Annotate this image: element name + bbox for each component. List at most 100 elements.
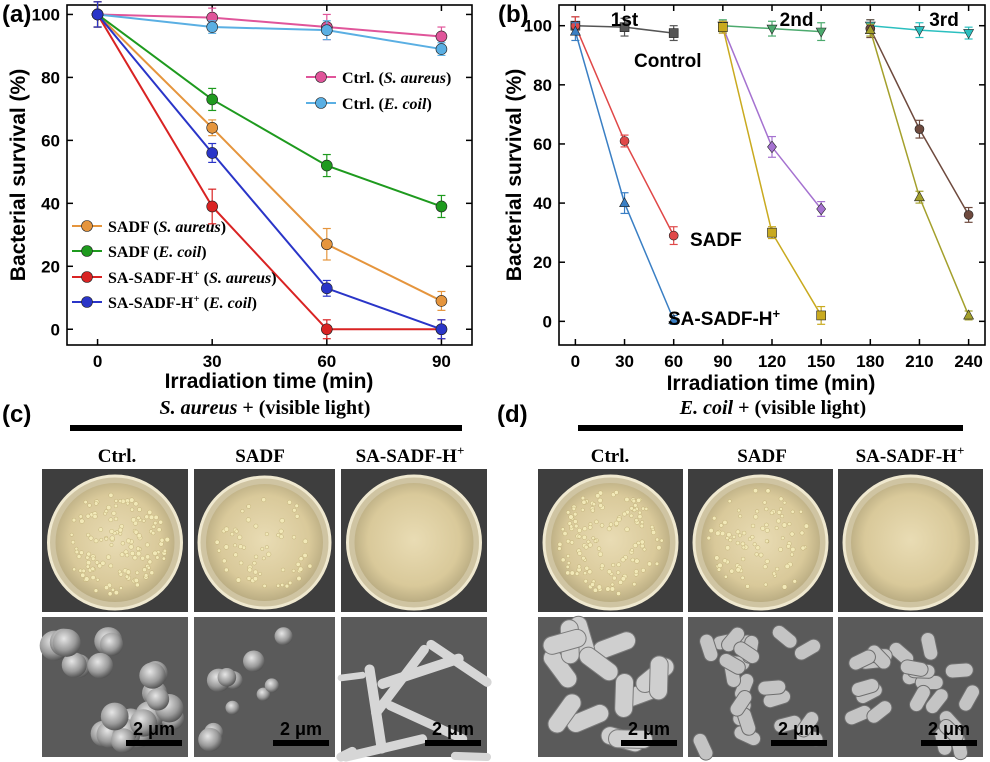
data-point	[206, 93, 218, 106]
bacterial-colony	[634, 518, 639, 523]
axis-a-y-ticks: 0 20 40 60 80 100	[32, 5, 472, 339]
bacterial-colony	[764, 506, 769, 512]
x-tick-label: 210	[905, 352, 933, 371]
bacterial-colony	[142, 567, 147, 573]
bacterial-colony	[776, 510, 782, 515]
bacterial-colony	[252, 561, 257, 566]
data-point	[767, 227, 777, 238]
bacterial-colony	[573, 512, 578, 517]
series-1	[570, 16, 679, 246]
bacterial-colony	[76, 554, 82, 559]
data-point	[206, 200, 218, 213]
bacterial-colony	[659, 538, 664, 543]
photo-panel-d: (d) E. coil + (visible light) Ctrl. SADF S…	[497, 397, 983, 761]
bacterial-colony	[587, 542, 593, 548]
bacterial-colony	[145, 554, 151, 560]
bacterial-colony	[597, 551, 603, 557]
legend-swatch-marker	[81, 245, 93, 257]
legend-label-organism: S. aureus	[159, 219, 221, 236]
bacterial-colony	[740, 575, 745, 580]
bacterial-colony	[84, 576, 90, 582]
bacterial-colony	[79, 550, 84, 555]
column-label-d-sadf: SADF	[737, 446, 787, 467]
sem-cell-debris	[217, 668, 237, 687]
bacterial-colony	[149, 570, 155, 575]
data-point	[619, 136, 630, 146]
legend-label-name: SA-SADF-H	[108, 295, 194, 312]
bacterial-colony	[159, 537, 165, 543]
column-label-c-ctrl: Ctrl.	[98, 446, 137, 467]
annotations-b: Control SADF SA-SADF-H+	[634, 51, 781, 330]
sem-fiber	[341, 734, 428, 762]
sem-cell-debris	[243, 650, 265, 672]
bacterial-colony	[764, 528, 770, 533]
bacterial-colony	[560, 527, 565, 532]
series-2	[569, 22, 680, 325]
bacterial-colony	[650, 525, 655, 530]
bacterial-colony	[307, 563, 313, 569]
legend-label: SA-SADF-H+ (S. aureus)	[108, 268, 277, 287]
bacterial-colony	[158, 541, 164, 547]
y-tick-label: 100	[32, 5, 60, 24]
bacterial-colony	[81, 568, 86, 573]
axis-b-y-ticks: 0 20 40 60 80 100	[524, 17, 985, 331]
cycle-labels-b: 1st 2nd 3rd	[611, 10, 959, 31]
bacterial-colony	[94, 560, 100, 565]
bacterial-colony	[639, 539, 645, 545]
sem-cell-damaged	[729, 689, 753, 717]
data-point	[963, 29, 975, 40]
bacterial-colony	[155, 555, 160, 560]
legend-label-paren: (	[149, 219, 158, 236]
bacterial-colony	[599, 523, 605, 528]
bacterial-colony	[113, 516, 119, 522]
bacterial-colony	[288, 580, 293, 585]
sem-cell-coccus	[100, 702, 129, 731]
bacterial-colony	[787, 521, 792, 526]
bacterial-colony	[109, 529, 115, 534]
bacterial-colony	[780, 536, 785, 540]
bacterial-colony	[758, 552, 764, 558]
bacterial-colony	[83, 500, 88, 505]
bacterial-colony	[238, 560, 244, 566]
bacterial-colony	[780, 514, 785, 519]
bacterial-colony	[735, 529, 741, 535]
data-point	[767, 140, 777, 154]
plot-frame-a	[66, 4, 473, 346]
bacterial-colony	[137, 507, 142, 512]
data-point	[668, 230, 679, 241]
bacterial-colony	[85, 513, 91, 519]
bacterial-colony	[135, 546, 141, 551]
bacterial-colony	[261, 497, 267, 503]
bacterial-colony	[156, 527, 162, 533]
bacterial-colony	[580, 496, 586, 501]
bacterial-colony	[792, 579, 797, 584]
data-point	[619, 197, 630, 207]
bacterial-colony	[261, 556, 266, 561]
bacterial-colony	[762, 500, 767, 505]
bacterial-colony	[616, 570, 621, 575]
petri-dish-agar	[851, 483, 970, 602]
bacterial-colony	[135, 582, 140, 588]
bacterial-colony	[253, 554, 259, 559]
axis-b-ylabel: Bacterial survival (%)	[503, 69, 526, 281]
bacterial-colony	[799, 530, 805, 536]
scale-bar	[425, 740, 481, 746]
bacterial-colony	[583, 571, 587, 576]
sem-cell-damaged	[899, 659, 929, 677]
bacterial-colony	[769, 510, 774, 515]
y-tick-label: 20	[533, 253, 552, 272]
bacterial-colony	[724, 574, 728, 579]
sem-cell-debris	[225, 700, 240, 715]
bacterial-colony	[104, 536, 109, 541]
bacterial-colony	[655, 537, 660, 542]
bacterial-colony	[772, 571, 777, 576]
bacterial-colony	[113, 590, 119, 596]
bacterial-colony	[141, 519, 146, 523]
legend-swatch-marker	[315, 97, 327, 109]
bacterial-colony	[738, 514, 743, 519]
legend-swatch-marker	[81, 271, 93, 283]
legend-label-close: )	[221, 219, 226, 236]
bacterial-colony	[245, 517, 251, 523]
bacterial-colony	[654, 561, 659, 566]
